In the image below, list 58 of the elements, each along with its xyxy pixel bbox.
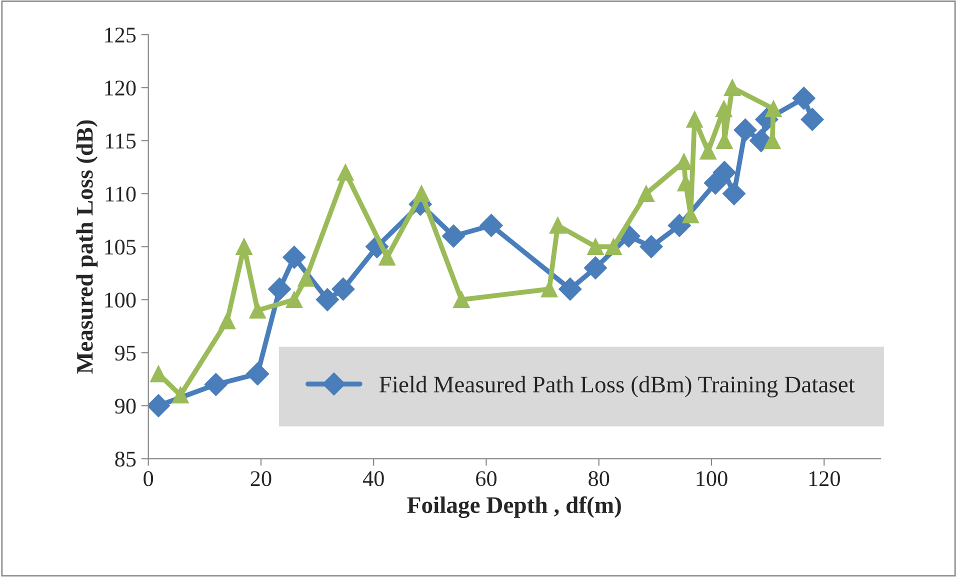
- y-tick-label: 120: [105, 80, 136, 96]
- point: [282, 246, 306, 269]
- x-tick-label: 0: [144, 471, 154, 486]
- y-tick-label: 95: [115, 346, 136, 361]
- y-tick-label: 85: [115, 452, 136, 467]
- point: [442, 224, 466, 248]
- point: [587, 238, 604, 255]
- point: [378, 248, 396, 266]
- y-tick-label: 115: [106, 134, 136, 149]
- x-tick-label: 120: [809, 471, 840, 486]
- y-tick-label: 90: [115, 398, 136, 414]
- point: [268, 278, 292, 301]
- point: [712, 160, 736, 184]
- x-tick-label: 100: [696, 471, 728, 486]
- y-tick-label: 125: [105, 28, 136, 43]
- point: [172, 386, 189, 404]
- x-axis-title: Foilage Depth , df(m): [407, 496, 621, 518]
- point: [700, 142, 716, 160]
- legend-label: Field Measured Path Loss (dBm) Training Dataset: [379, 376, 855, 398]
- point: [453, 291, 470, 308]
- point: [286, 291, 303, 308]
- y-tick-label: 110: [106, 186, 136, 202]
- point: [558, 278, 582, 301]
- point: [480, 214, 503, 237]
- point: [724, 79, 741, 96]
- point: [638, 185, 654, 202]
- point: [765, 100, 782, 118]
- y-tick-label: 105: [105, 240, 136, 255]
- point: [605, 238, 622, 255]
- point: [734, 118, 757, 142]
- point: [584, 256, 607, 280]
- point: [800, 108, 824, 131]
- point: [236, 238, 252, 255]
- point: [640, 235, 663, 258]
- point: [549, 217, 566, 234]
- x-tick-label: 80: [588, 471, 610, 486]
- x-tick-label: 20: [250, 471, 272, 486]
- point: [413, 185, 430, 202]
- point: [686, 111, 703, 128]
- point: [332, 278, 355, 301]
- point: [540, 280, 558, 298]
- point: [316, 288, 339, 312]
- point: [148, 394, 170, 418]
- point: [716, 100, 732, 118]
- point: [792, 86, 816, 110]
- point: [337, 164, 354, 181]
- point: [722, 182, 746, 206]
- x-tick-label: 40: [362, 471, 384, 486]
- point: [218, 312, 236, 330]
- point: [668, 214, 691, 237]
- point: [676, 154, 692, 170]
- point: [249, 302, 266, 319]
- y-axis-title: Measured path Loss (dB): [76, 120, 98, 374]
- y-tick-label: 100: [105, 292, 136, 308]
- x-tick-label: 60: [476, 471, 496, 486]
- point: [246, 362, 270, 386]
- point: [298, 270, 314, 287]
- point: [204, 373, 228, 396]
